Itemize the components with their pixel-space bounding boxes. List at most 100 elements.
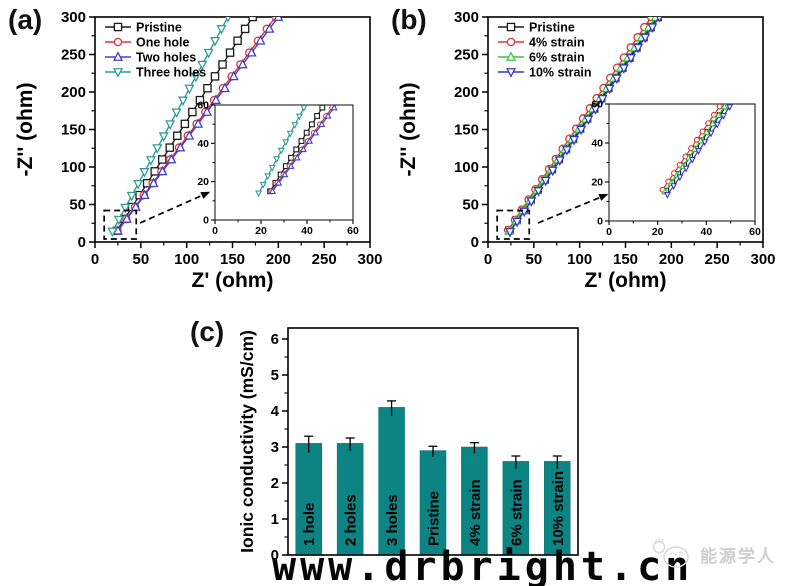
svg-text:20: 20 [652, 226, 664, 238]
legend-label: Two holes [136, 51, 196, 65]
legend-label: 10% strain [529, 66, 592, 80]
svg-text:3: 3 [271, 439, 279, 456]
bar-10% strain [544, 461, 571, 556]
zoom-arrow [537, 196, 602, 224]
zoom-arrowhead [598, 193, 609, 201]
svg-text:40: 40 [197, 138, 209, 150]
svg-text:0: 0 [78, 234, 86, 251]
brand-logo-icon [652, 538, 689, 568]
svg-text:200: 200 [266, 251, 291, 268]
bar-label: 1 hole [301, 503, 318, 546]
svg-text:300: 300 [750, 251, 775, 268]
svg-text:300: 300 [357, 251, 382, 268]
plot-frame [287, 327, 579, 556]
svg-text:150: 150 [61, 122, 86, 139]
inset-series-Three holes [255, 105, 308, 198]
watermark-brand: 能源学人 [650, 538, 776, 570]
bar-6% strain [502, 461, 530, 556]
svg-text:20: 20 [591, 177, 603, 189]
svg-text:150: 150 [220, 251, 245, 268]
svg-text:4: 4 [271, 403, 280, 420]
zoom-arrowhead [200, 191, 211, 199]
inset: 0 20 40 60 0 20 40 60 [197, 100, 359, 238]
chart-svg-c: 1 hole 2 holes 3 holes Pristine 4% strain 6% … [237, 327, 579, 564]
inset-series-Two holes [268, 105, 338, 194]
nyquist-chart-b: 0 50 100 150 200 250 300 0 50 100 150 200 250 300 Z' (… [383, 0, 793, 310]
y-axis-label: -Z'' (ohm) [397, 83, 420, 177]
bar-4% strain [461, 446, 488, 556]
svg-text:200: 200 [659, 251, 684, 268]
svg-text:1: 1 [271, 511, 279, 528]
svg-text:250: 250 [454, 47, 479, 64]
legend-label: Pristine [529, 21, 575, 35]
legend-label: One hole [136, 36, 190, 50]
series-10% strain [504, 17, 663, 238]
svg-text:0: 0 [597, 216, 603, 228]
series-Two holes [112, 17, 284, 235]
bar-label: 10% strain [550, 471, 567, 546]
inset: 0 20 40 60 0 20 40 60 [591, 99, 761, 239]
bar-chart-c: 1 hole 2 holes 3 holes Pristine 4% strain 6% … [185, 315, 595, 573]
svg-text:300: 300 [454, 9, 479, 26]
svg-text:50: 50 [132, 251, 149, 268]
svg-text:40: 40 [700, 226, 712, 238]
svg-text:20: 20 [197, 176, 209, 188]
svg-text:150: 150 [613, 251, 638, 268]
svg-text:250: 250 [61, 47, 86, 64]
svg-text:60: 60 [197, 100, 209, 112]
svg-text:200: 200 [454, 84, 479, 101]
nyquist-chart-a: 0 50 100 150 200 250 300 0 50 100 150 200 250 300 Z' (… [0, 0, 400, 310]
svg-text:100: 100 [454, 159, 479, 176]
panel-c-label: (c) [190, 316, 225, 347]
bar-label: 6% strain [508, 479, 525, 546]
panel-b-label: (b) [391, 4, 427, 35]
bar-label: 3 holes [384, 494, 401, 546]
svg-text:0: 0 [212, 225, 218, 237]
bar-label: Pristine [426, 491, 443, 546]
svg-text:0: 0 [203, 215, 209, 227]
inset-series-group [659, 104, 734, 199]
series-Three holes [107, 17, 231, 238]
inset-series-10% strain [663, 104, 734, 199]
bar-3 holes [378, 407, 405, 556]
svg-text:100: 100 [174, 251, 199, 268]
y-axis-label: -Z'' (ohm) [14, 83, 37, 177]
svg-text:0: 0 [471, 234, 479, 251]
svg-text:100: 100 [567, 251, 592, 268]
svg-text:50: 50 [462, 197, 479, 214]
svg-text:250: 250 [705, 251, 730, 268]
svg-text:250: 250 [312, 251, 337, 268]
bar-2 holes [336, 443, 364, 556]
svg-text:20: 20 [255, 225, 267, 237]
svg-text:0: 0 [271, 547, 279, 564]
svg-text:5: 5 [271, 367, 279, 384]
bar-label: 2 holes [343, 494, 360, 546]
watermark-brand-text: 能源学人 [700, 546, 776, 566]
svg-text:0: 0 [606, 226, 612, 238]
legend-label: Three holes [136, 66, 206, 80]
svg-text:40: 40 [301, 225, 313, 237]
svg-text:100: 100 [61, 159, 86, 176]
y-axis-label: Ionic conductivity (mS/cm) [237, 330, 257, 553]
watermark-url: www.drbright.cn [272, 544, 694, 586]
bar-1 hole [295, 443, 322, 556]
svg-text:0: 0 [91, 251, 99, 268]
panel-a-label: (a) [8, 4, 43, 35]
svg-text:40: 40 [591, 138, 603, 150]
svg-text:2: 2 [271, 475, 279, 492]
x-axis-label: Z' (ohm) [585, 269, 667, 292]
legend-label: Pristine [136, 21, 182, 35]
svg-text:200: 200 [61, 84, 86, 101]
x-axis-label: Z' (ohm) [192, 269, 274, 292]
svg-text:6: 6 [271, 331, 279, 348]
svg-text:0: 0 [484, 251, 492, 268]
svg-text:300: 300 [61, 9, 86, 26]
svg-text:50: 50 [525, 251, 542, 268]
